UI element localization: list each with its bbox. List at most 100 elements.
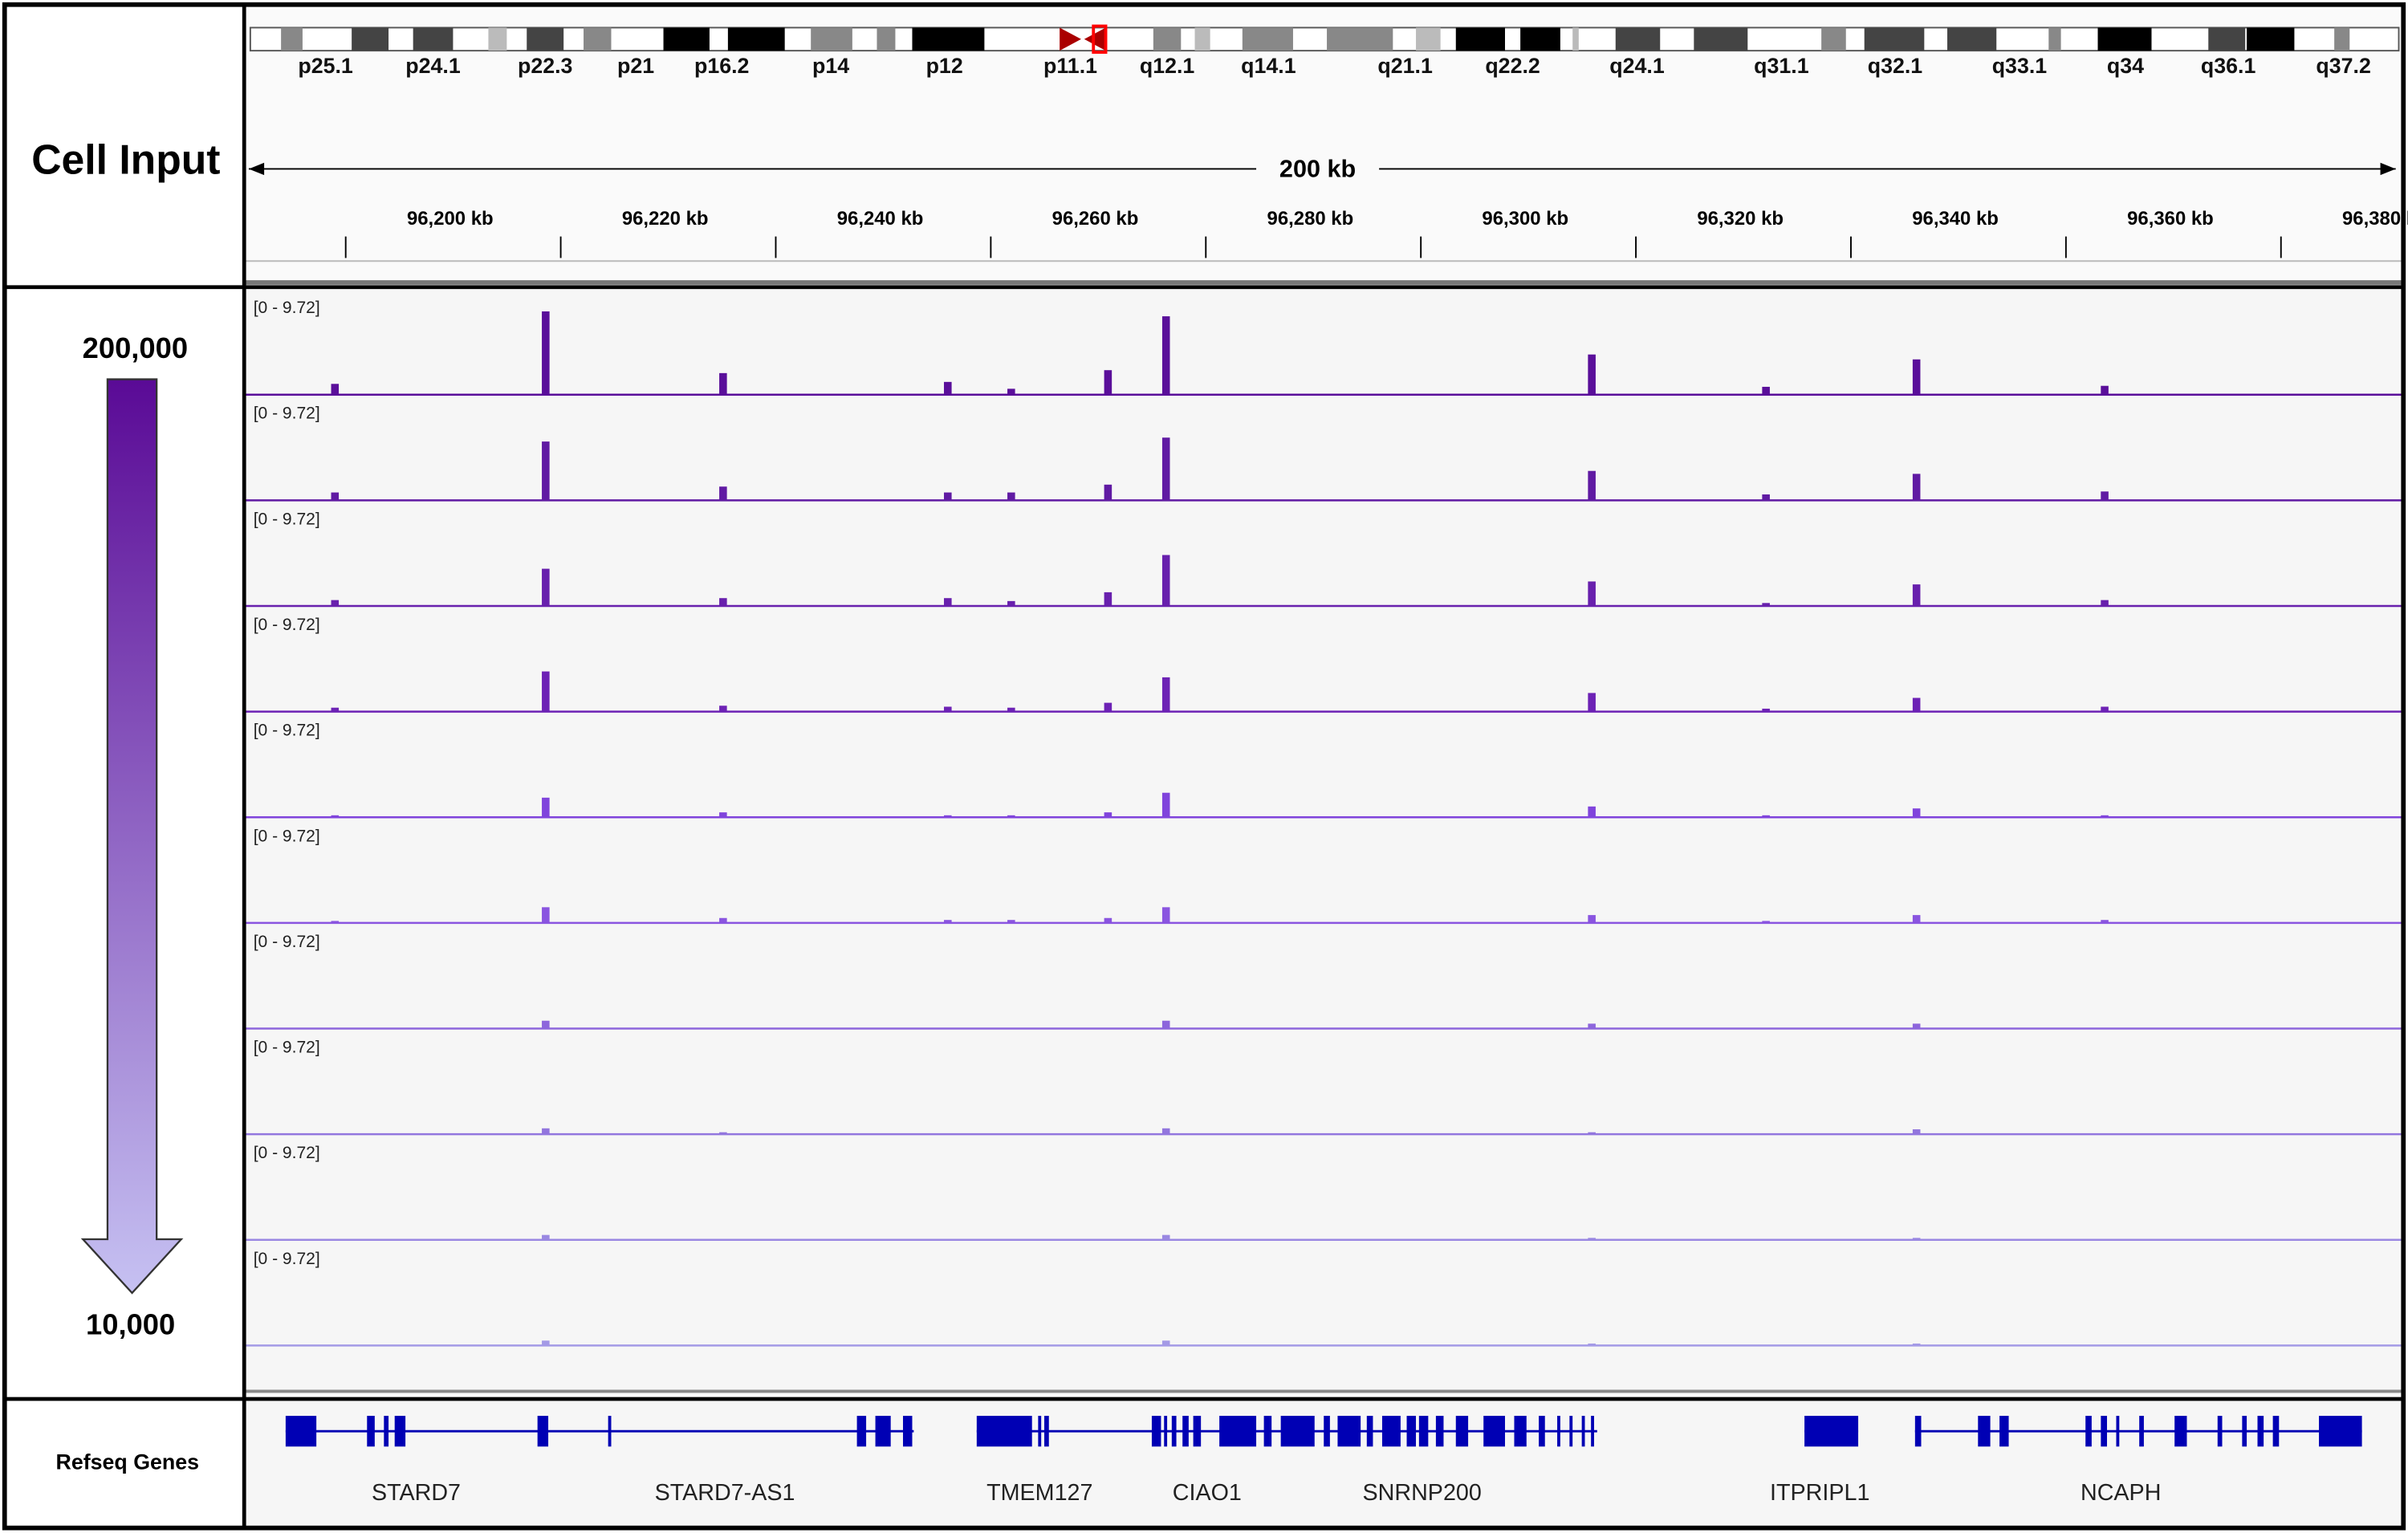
signal-peak	[1912, 1023, 1921, 1029]
exon	[2217, 1416, 2223, 1447]
gene-track-label: Refseq Genes	[56, 1450, 200, 1474]
signal-peak	[1588, 1132, 1596, 1135]
exon	[2085, 1416, 2092, 1447]
signal-peak	[1588, 470, 1596, 501]
exon	[1978, 1416, 1991, 1447]
cytoband	[1947, 27, 1997, 51]
signal-peak	[1007, 600, 1015, 606]
cytoband	[413, 27, 454, 51]
signal-peak	[1588, 1238, 1596, 1240]
signal-peak	[1762, 921, 1770, 923]
exon	[384, 1416, 389, 1447]
signal-peak	[1161, 1340, 1170, 1346]
range-label: [0 - 9.72]	[254, 1250, 320, 1268]
signal-peak	[542, 568, 550, 606]
signal-peak	[331, 921, 340, 923]
band-label: q21.1	[1377, 54, 1433, 78]
cytoband	[663, 27, 710, 51]
band-label: p16.2	[694, 54, 749, 78]
current-region	[1092, 24, 1108, 54]
signal-peak	[542, 1234, 550, 1240]
band-label: q14.1	[1241, 54, 1296, 78]
range-label: [0 - 9.72]	[254, 933, 320, 951]
band-label: p12	[926, 54, 963, 78]
signal-peak	[1104, 484, 1112, 501]
cytoband	[877, 27, 896, 51]
signal-peak	[542, 1340, 550, 1346]
exon	[1591, 1416, 1594, 1447]
gene-name: NCAPH	[2081, 1480, 2161, 1506]
signal-peak	[1912, 474, 1921, 501]
signal-peak	[2101, 920, 2109, 923]
range-label: [0 - 9.72]	[254, 827, 320, 845]
exon	[903, 1416, 913, 1447]
header-bg	[246, 6, 2402, 286]
gene-name: ITPRIPL1	[1770, 1480, 1869, 1506]
exon	[1435, 1416, 1444, 1447]
exon	[1914, 1416, 1922, 1447]
signal-peak	[719, 486, 727, 501]
signal-peak	[1161, 1020, 1170, 1029]
exon	[1999, 1416, 2009, 1447]
exon	[1581, 1416, 1585, 1447]
cytoband	[584, 27, 612, 51]
exon	[1182, 1416, 1189, 1447]
cytoband	[811, 27, 852, 51]
gene-name: CIAO1	[1173, 1480, 1242, 1506]
range-label: [0 - 9.72]	[254, 1039, 320, 1057]
exon	[2174, 1416, 2187, 1447]
exon	[1418, 1416, 1429, 1447]
signal-peak	[1104, 592, 1112, 606]
band-label: p21	[617, 54, 654, 78]
exon	[1280, 1416, 1315, 1447]
signal-peak	[1912, 697, 1921, 712]
signal-peak	[1104, 812, 1112, 818]
cytoband	[2048, 27, 2061, 51]
cytoband	[2208, 27, 2246, 51]
range-label: [0 - 9.72]	[254, 1144, 320, 1162]
signal-peak	[719, 917, 727, 923]
exon	[1337, 1416, 1361, 1447]
signal-peak	[1588, 806, 1596, 818]
exon	[1381, 1416, 1401, 1447]
exon	[367, 1416, 375, 1447]
band-label: p25.1	[298, 54, 353, 78]
signal-peak	[944, 598, 952, 606]
cytoband	[1153, 27, 1182, 51]
signal-peak	[542, 1020, 550, 1029]
exon	[875, 1416, 891, 1447]
span-arrow	[2380, 162, 2396, 176]
exon	[1455, 1416, 1469, 1447]
exon	[2242, 1416, 2247, 1447]
signal-peak	[1161, 1234, 1170, 1240]
signal-peak	[1912, 1343, 1921, 1346]
signal-peak	[1161, 555, 1170, 606]
signal-peak	[719, 812, 727, 818]
signal-peak	[1912, 584, 1921, 606]
cytoband	[2097, 27, 2152, 51]
exon	[1557, 1416, 1560, 1447]
signal-peak	[944, 706, 952, 712]
ruler-label: 96,260 kb	[1052, 208, 1139, 230]
exon	[856, 1416, 867, 1447]
exon	[1151, 1416, 1161, 1447]
exon	[2116, 1416, 2120, 1447]
signal-peak	[1588, 354, 1596, 395]
exon	[394, 1416, 406, 1447]
ruler-label: 96,380 kb	[2342, 208, 2408, 230]
cytoband	[1416, 27, 1441, 51]
signal-peak	[331, 600, 340, 606]
signal-peak	[719, 706, 727, 712]
signal-peak	[719, 1132, 727, 1135]
signal-peak	[542, 311, 550, 395]
cytoband	[2334, 27, 2350, 51]
ruler-label: 96,240 kb	[837, 208, 924, 230]
signal-peak	[1007, 388, 1015, 395]
signal-peak	[1912, 359, 1921, 395]
cytoband	[1864, 27, 1925, 51]
exon	[1804, 1416, 1859, 1447]
exon	[1044, 1416, 1049, 1447]
legend-arrow	[80, 378, 184, 1295]
